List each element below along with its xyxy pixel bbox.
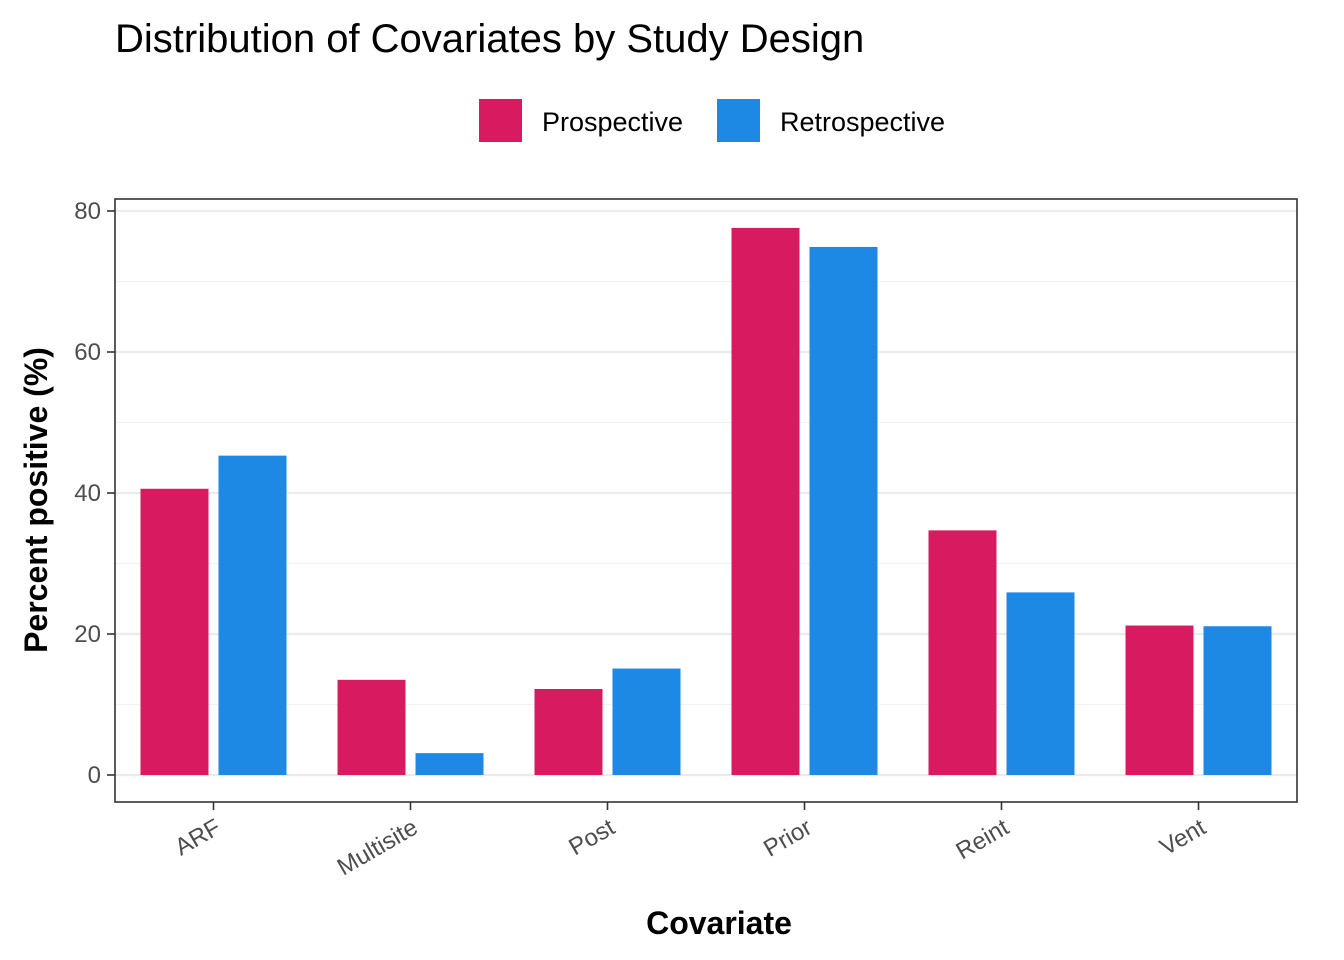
grid-major [115, 209, 1297, 777]
bar-reint-prospective [928, 530, 997, 775]
chart-title: Distribution of Covariates by Study Desi… [115, 17, 864, 61]
bar-arf-retrospective [218, 455, 287, 775]
bar-multisite-retrospective [415, 753, 484, 775]
bar-arf-prospective [140, 488, 209, 775]
bars [140, 227, 1272, 776]
y-tick-label: 40 [74, 480, 101, 507]
bar-reint-retrospective [1006, 592, 1075, 775]
x-tick-label-post: Post [564, 814, 619, 862]
legend-label-retrospective: Retrospective [780, 107, 945, 137]
legend-label-prospective: Prospective [542, 107, 683, 137]
x-tick-label-vent: Vent [1155, 814, 1210, 862]
x-tick-label-reint: Reint [951, 814, 1013, 866]
y-tick-label: 0 [88, 762, 101, 789]
x-tick-label-prior: Prior [759, 814, 816, 863]
bar-post-prospective [534, 688, 603, 775]
y-axis: 0 20 40 60 80 [74, 198, 115, 789]
plot-panel-border [114, 198, 1298, 803]
plot-background [115, 199, 1297, 802]
y-tick-label: 60 [74, 339, 101, 366]
grid-minor [115, 280, 1297, 706]
bar-vent-prospective [1125, 625, 1194, 775]
bar-prior-prospective [731, 227, 800, 776]
x-axis: ARF Multisite Post Prior Reint Vent [170, 802, 1211, 881]
x-tick-label-multisite: Multisite [333, 814, 423, 881]
bar-prior-retrospective [809, 246, 878, 775]
bar-vent-retrospective [1203, 626, 1272, 775]
legend-swatch-prospective [479, 99, 522, 142]
y-tick-label: 20 [74, 621, 101, 648]
x-tick-label-arf: ARF [170, 814, 225, 861]
y-axis-title: Percent positive (%) [18, 347, 54, 653]
bar-multisite-prospective [337, 679, 406, 775]
y-tick-label: 80 [74, 198, 101, 225]
legend-swatch-retrospective [717, 99, 760, 142]
legend: Prospective Retrospective [479, 99, 945, 142]
bar-post-retrospective [612, 668, 681, 775]
x-axis-title: Covariate [646, 905, 792, 941]
